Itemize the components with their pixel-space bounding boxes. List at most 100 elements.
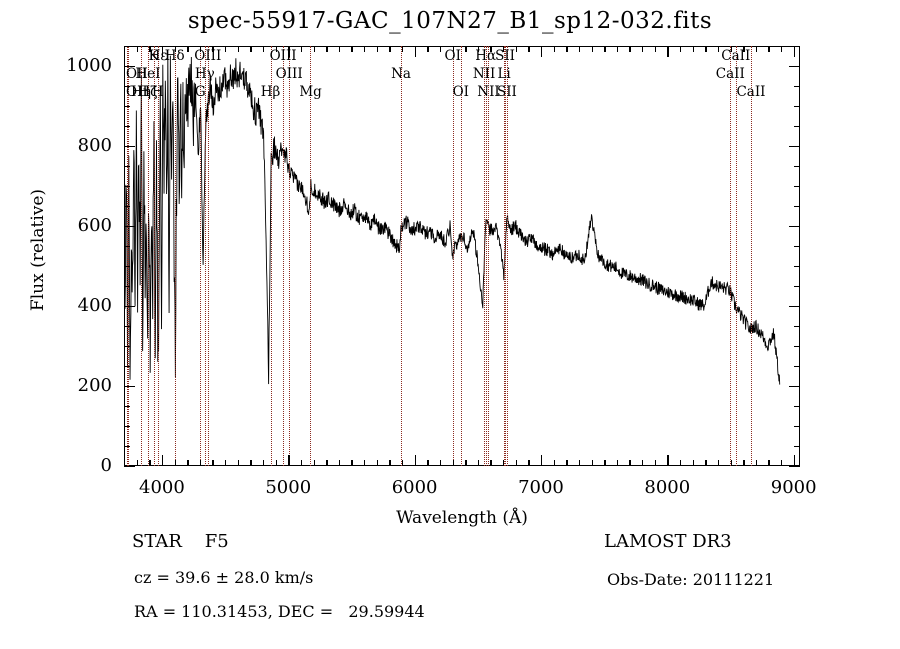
x-tick-5500 xyxy=(351,460,353,466)
x-tick-top-8200 xyxy=(692,46,694,52)
x-tick-8500 xyxy=(730,460,732,466)
x-tick-7600 xyxy=(616,460,619,466)
line-marker-CaII-8662 xyxy=(750,46,752,466)
y-tick-label-600: 600 xyxy=(77,215,112,236)
y-tick-950 xyxy=(124,86,130,88)
line-marker-SII-6716 xyxy=(505,46,507,466)
line-label-CaII-8498: CaII xyxy=(715,66,745,82)
x-tick-4100 xyxy=(174,460,176,466)
line-label-OIII-4363: OIII xyxy=(194,48,222,64)
x-tick-top-5700 xyxy=(376,46,379,52)
x-tick-top-6500 xyxy=(477,46,480,52)
x-tick-label-5000: 5000 xyxy=(265,477,312,498)
y-tick-700 xyxy=(124,186,130,188)
x-tick-top-6100 xyxy=(427,46,429,52)
x-tick-top-7700 xyxy=(629,46,631,52)
x-tick-label-8000: 8000 xyxy=(644,477,691,498)
x-tick-3800 xyxy=(136,460,139,466)
y-tick-500 xyxy=(124,266,130,268)
x-tick-top-5500 xyxy=(351,46,353,52)
x-tick-8200 xyxy=(692,460,694,466)
x-tick-top-4800 xyxy=(262,46,265,52)
x-tick-top-8600 xyxy=(743,46,745,52)
x-tick-4500 xyxy=(225,460,227,466)
x-tick-label-4000: 4000 xyxy=(139,477,185,498)
x-tick-top-7800 xyxy=(642,46,644,52)
line-label-K-3934: K xyxy=(148,48,159,64)
y-tick-label-800: 800 xyxy=(77,135,112,156)
x-tick-top-4100 xyxy=(174,46,176,52)
y-tick-300 xyxy=(124,346,130,348)
line-marker-Li-6707 xyxy=(503,46,505,466)
plot-area xyxy=(124,46,800,466)
line-label-CaII-8662: CaII xyxy=(736,84,766,100)
y-tick-100 xyxy=(124,426,130,428)
x-tick-8800 xyxy=(768,460,770,466)
x-tick-5800 xyxy=(389,460,391,466)
y-tick-right-350 xyxy=(794,326,800,328)
y-tick-right-650 xyxy=(794,206,800,208)
x-tick-4900 xyxy=(275,460,278,466)
y-tick-right-800 xyxy=(789,146,800,148)
x-tick-4300 xyxy=(199,460,202,466)
y-tick-right-450 xyxy=(794,286,800,288)
x-tick-8700 xyxy=(755,460,758,466)
line-label-OIII-5007: OIII xyxy=(275,66,303,82)
line-marker-H-4340 xyxy=(204,46,206,466)
x-tick-top-5400 xyxy=(338,46,341,52)
x-tick-top-4300 xyxy=(199,46,202,52)
y-tick-0 xyxy=(124,466,135,468)
x-tick-7300 xyxy=(578,460,581,466)
x-tick-4800 xyxy=(262,460,265,466)
y-tick-900 xyxy=(124,106,130,108)
y-axis-title: Flux (relative) xyxy=(28,188,48,312)
line-label-G-4304: G xyxy=(194,84,206,100)
x-tick-7900 xyxy=(654,460,657,466)
line-label-H-6563: Hα xyxy=(475,48,497,64)
y-tick-right-300 xyxy=(794,346,800,348)
x-tick-top-8400 xyxy=(717,46,720,52)
y-tick-800 xyxy=(124,146,135,148)
y-tick-right-50 xyxy=(794,446,800,448)
object-type-label: STAR F5 xyxy=(132,531,229,552)
x-tick-top-6300 xyxy=(452,46,454,52)
line-marker-H-4861 xyxy=(270,46,272,466)
x-tick-top-4500 xyxy=(225,46,227,52)
y-tick-right-750 xyxy=(794,166,800,168)
x-tick-4700 xyxy=(250,460,252,466)
x-tick-top-7000 xyxy=(540,46,543,57)
y-tick-right-400 xyxy=(789,306,800,308)
line-label-Mg-5175: Mg xyxy=(299,84,322,100)
x-tick-5700 xyxy=(376,460,379,466)
x-tick-7700 xyxy=(629,460,631,466)
line-marker-K-3934 xyxy=(153,46,155,466)
line-marker-OI-6300 xyxy=(452,46,454,466)
line-label-OII-3727: OII xyxy=(126,66,148,82)
x-tick-top-6700 xyxy=(503,46,505,52)
y-tick-right-200 xyxy=(789,386,800,388)
x-axis-title: Wavelength (Å) xyxy=(396,508,528,528)
y-tick-right-1000 xyxy=(789,66,800,68)
plot-inner xyxy=(125,47,799,465)
x-tick-top-3800 xyxy=(136,46,139,52)
line-label-HeI-3889: HeI xyxy=(135,66,161,82)
y-tick-150 xyxy=(124,406,130,408)
x-tick-top-5000 xyxy=(288,46,290,57)
x-tick-8400 xyxy=(717,460,720,466)
x-tick-4600 xyxy=(237,460,240,466)
y-tick-400 xyxy=(124,306,135,308)
line-marker-CaII-8542 xyxy=(735,46,737,466)
x-tick-5200 xyxy=(313,460,315,466)
x-tick-top-4700 xyxy=(250,46,252,52)
y-tick-450 xyxy=(124,286,130,288)
line-label-Na-5893: Na xyxy=(391,66,411,82)
x-tick-top-6900 xyxy=(528,46,530,52)
y-tick-550 xyxy=(124,246,130,248)
x-tick-top-8100 xyxy=(679,46,682,52)
line-label-SII-6731: SII xyxy=(496,84,517,100)
line-label-NII-6548: NII xyxy=(472,66,496,82)
x-tick-top-3900 xyxy=(149,46,151,52)
x-tick-4200 xyxy=(187,460,189,466)
redshift-velocity-label: cz = 39.6 ± 28.0 km/s xyxy=(134,568,314,587)
line-marker-H-4102 xyxy=(174,46,176,466)
